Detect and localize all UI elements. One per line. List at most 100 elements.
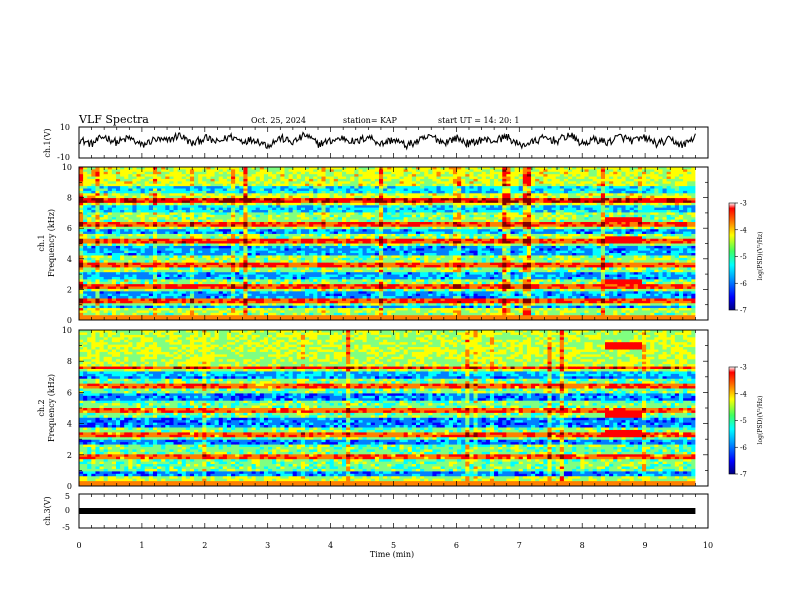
spectrogram-cell [378,293,384,297]
spectrogram-cell [268,198,273,201]
spectrogram-cell [120,279,125,283]
spectrogram-cell [305,303,310,307]
spectrogram-cell [313,190,318,194]
spectrogram-cell [124,178,129,182]
spectrogram-cell [354,317,359,320]
spectrogram-cell [247,293,252,297]
spectrogram-cell [173,226,179,230]
spectrogram-cell [276,186,281,189]
spectrogram-cell [157,210,162,213]
spectrogram-cell [354,195,359,199]
spectrogram-cell [358,300,363,304]
spectrogram-cell [115,248,121,252]
spectrogram-cell [329,219,335,223]
spectrogram-cell [132,286,137,290]
spectrogram-cell [95,288,100,292]
spectrogram-cell [79,231,84,235]
spectrogram-cell [177,176,183,180]
spectrogram-cell [296,233,302,237]
spectrogram-cell [370,317,376,320]
spectrogram-cell [255,250,261,254]
spectrogram-cell [140,293,146,297]
spectrogram-cell [87,231,92,235]
spectrogram-cell [374,262,380,266]
spectrogram-cell [95,221,100,225]
spectrogram-cell [226,300,232,304]
spectrogram-cell [185,298,191,302]
spectrogram-cell [185,190,191,194]
spectrogram-cell [231,260,236,264]
spectrogram-cell [144,284,150,287]
spectrogram-cell [165,293,170,297]
spectrogram-cell [124,310,129,314]
spectrogram-cell [263,245,269,249]
spectrogram-cell [284,260,289,264]
spectrogram-cell [148,174,154,177]
spectrogram-cell [243,243,248,247]
spectrogram-cell [255,210,261,213]
spectrogram-cell [185,315,191,319]
spectrogram-cell [132,243,137,247]
spectrogram-cell [337,219,343,223]
spectrogram-cell [206,281,211,285]
spectrogram-cell [83,293,88,297]
spectrogram-cell [140,262,146,266]
spectrogram-cell [288,269,294,273]
spectrogram-cell [292,288,298,292]
spectrogram-cell [313,233,318,237]
spectrogram-cell [239,293,244,297]
spectrogram-cell [161,188,166,192]
spectrogram-cell [124,212,129,216]
spectrogram-cell [378,178,384,182]
spectrogram-cell [366,303,372,307]
spectrogram-cell [300,291,306,295]
spectrogram-cell [198,236,203,240]
spectrogram-cell [387,260,392,264]
spectrogram-cell [235,186,240,189]
spectrogram-cell [210,169,216,173]
spectrogram-cell [91,183,96,187]
spectrogram-cell [226,260,232,264]
spectrogram-cell [362,300,368,304]
spectrogram-cell [99,186,105,189]
spectrogram-cell [255,298,261,302]
spectrogram-cell [206,291,211,295]
spectrogram-cell [198,210,203,213]
spectrogram-cell [132,315,137,319]
spectrogram-cell [370,181,376,185]
spectrogram-cell [198,221,203,225]
spectrogram-cell [79,176,84,180]
spectrogram-cell [111,181,117,185]
spectrogram-cell [284,186,289,189]
spectrogram-cell [280,200,285,204]
spectrogram-cell [231,190,236,194]
spectrogram-cell [325,198,331,201]
spectrogram-cell [157,279,162,283]
spectrogram-cell [300,178,306,182]
spectrogram-cell [148,190,154,194]
spectrogram-cell [354,293,359,297]
spectrogram-cell [292,303,298,307]
spectrogram-cell [325,207,331,211]
spectrogram-cell [247,169,252,173]
spectrogram-cell [231,233,236,237]
spectrogram-cell [317,200,322,204]
spectrogram-cell [210,236,216,240]
spectrogram-cell [165,284,170,287]
spectrogram-cell [169,291,174,295]
spectrogram-cell [280,238,285,242]
spectrogram-cell [152,293,158,297]
spectrogram-cell [107,250,113,254]
spectrogram-cell [342,296,347,299]
spectrogram-cell [95,272,100,275]
spectrogram-cell [202,257,207,261]
spectrogram-cell [235,202,240,206]
spectrogram-cell [157,272,162,275]
spectrogram-cell [210,257,216,261]
spectrogram-cell [136,310,142,314]
spectrogram-cell [272,169,277,173]
spectrogram-cell [107,178,113,182]
spectrogram-cell [342,195,347,199]
spectrogram-cell [189,198,195,201]
spectrogram-cell [206,212,211,216]
